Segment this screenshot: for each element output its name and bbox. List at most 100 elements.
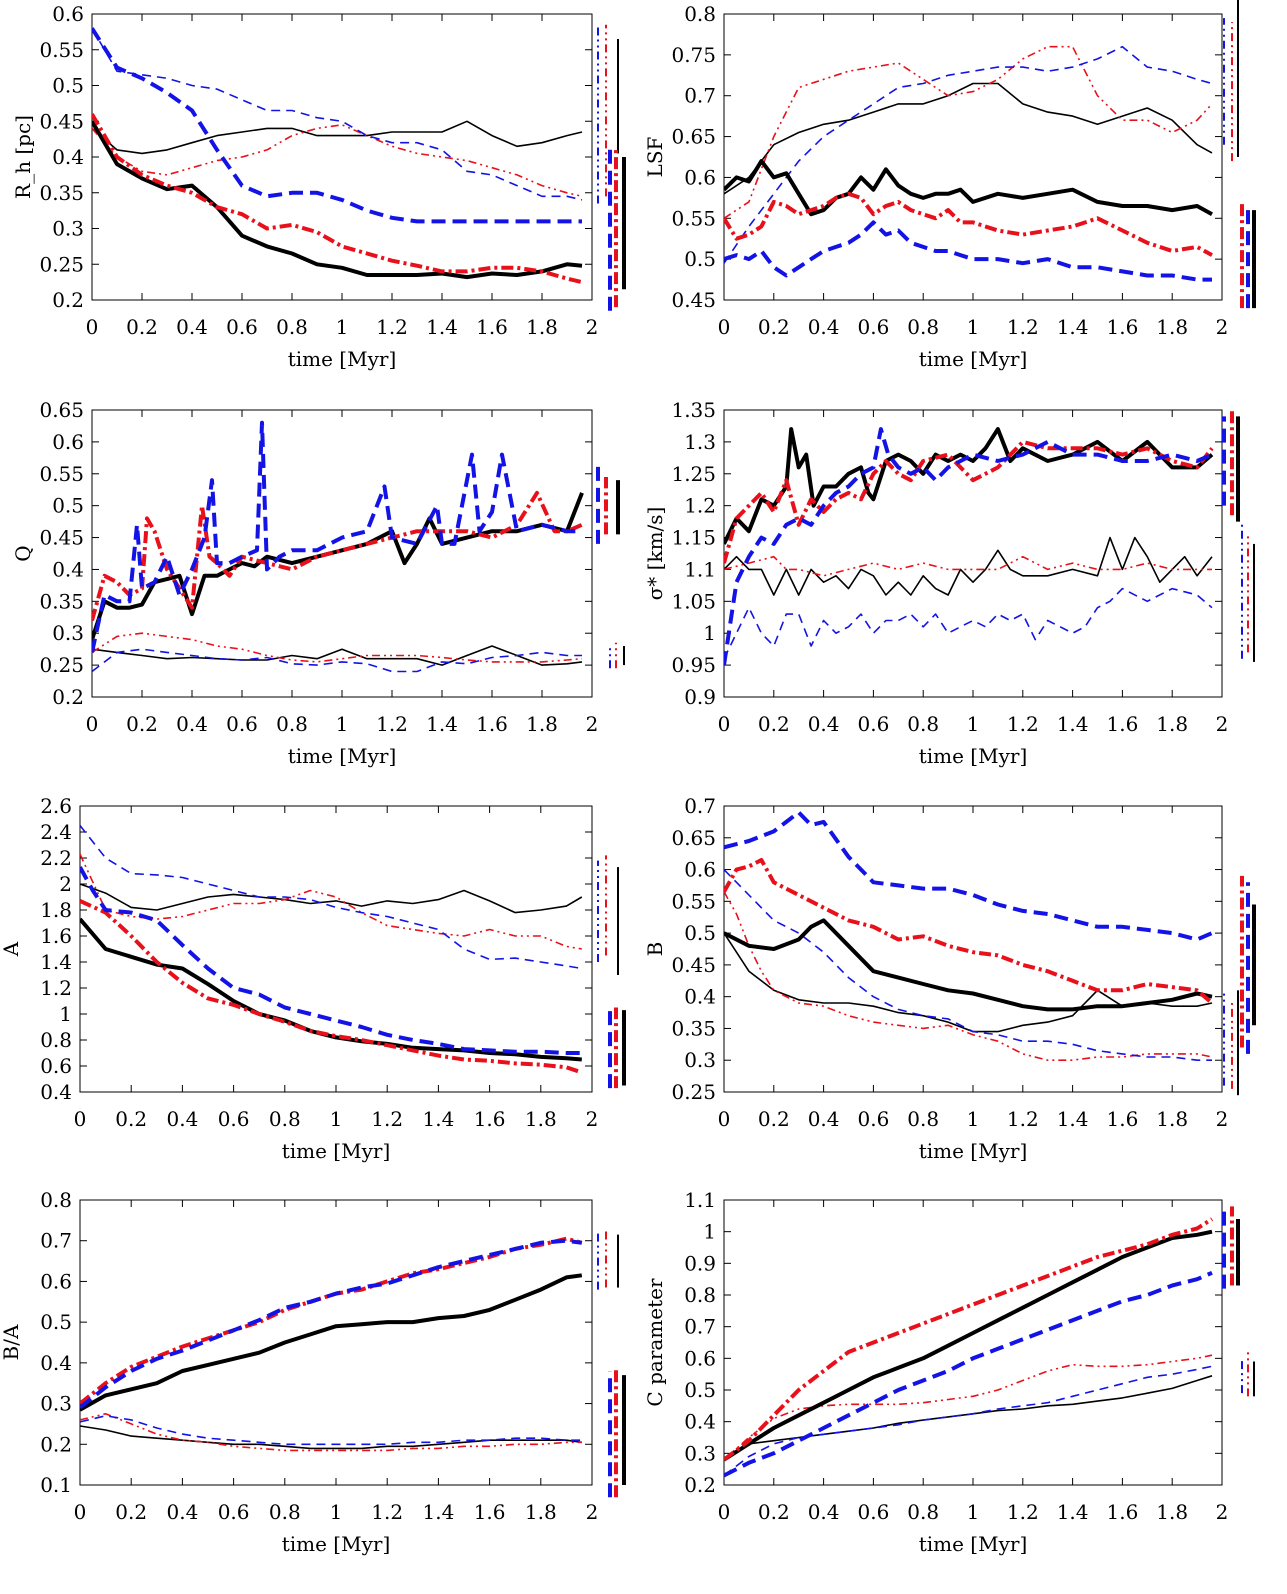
series-line-black-thick [724,1229,1213,1462]
y-tick-label: 0.4 [52,557,84,581]
y-tick-label: 0.7 [684,84,716,108]
x-tick-label: 1.2 [371,1107,403,1131]
series-line-black-thick [92,492,584,641]
series-line-red-thin [80,853,582,950]
panel-2: 0 0.2 0.4 0.6 0.8 1 1.2 1.4 1.6 1.8 2 0.45 0.5 0.55 0.… [643,0,1256,371]
x-tick-label: 2 [586,1500,599,1524]
x-tick-label: 0.6 [857,1107,889,1131]
series-line-red-thick [92,113,583,285]
x-axis-label: time [Myr] [282,1139,391,1163]
series-line-red-thin [92,124,583,198]
y-tick-label: 2.4 [40,820,72,844]
x-tick-label: 1.2 [376,712,408,736]
y-tick-label: 0.9 [684,685,716,709]
x-tick-label: 1.8 [1156,712,1188,736]
x-tick-label: 1 [967,712,980,736]
y-tick-label: 2 [59,872,72,896]
series-line-blue-thick [92,420,582,653]
x-axis-label: time [Myr] [288,347,397,371]
x-tick-label: 1.6 [476,315,508,339]
x-tick-label: 0.8 [907,315,939,339]
panel-1: 0 0.2 0.4 0.6 0.8 1 1.2 1.4 1.6 1.8 20.20.250.30.3… [11,2,626,371]
x-tick-label: 2 [1216,315,1229,339]
x-tick-label: 0 [718,315,731,339]
x-tick-label: 2 [1216,1107,1229,1131]
x-tick-label: 0.2 [115,1107,147,1131]
y-axis-label: A [0,941,23,957]
y-tick-label: 0.6 [684,1346,716,1370]
x-tick-label: 0.8 [907,1500,939,1524]
plot-frame [79,805,593,1093]
y-tick-label: 0.5 [684,247,716,271]
y-tick-label: 0.8 [40,1028,72,1052]
x-tick-label: 1.6 [1106,1107,1138,1131]
x-tick-label: 0 [86,712,99,736]
y-tick-label: 0.25 [671,1080,716,1104]
x-tick-label: 1.8 [526,315,558,339]
y-tick-label: 0.6 [40,1269,72,1293]
series-line-black-thin [80,1425,582,1450]
y-tick-label: 0.35 [39,181,84,205]
x-tick-label: 1.8 [1156,315,1188,339]
plot-frame [91,409,593,698]
x-tick-label: 0.6 [226,315,258,339]
x-tick-label: 0 [718,1500,731,1524]
series-line-black-thick [80,917,582,1062]
x-tick-label: 1.2 [1007,315,1039,339]
plot-frame [91,13,593,301]
x-tick-label: 0.6 [218,1500,250,1524]
y-axis-label: B/A [0,1324,23,1360]
x-tick-label: 1.6 [474,1107,506,1131]
series-line-blue-thick [92,27,582,224]
x-tick-label: 1 [336,315,349,339]
x-tick-label: 0 [86,315,99,339]
y-tick-label: 1.1 [684,1188,716,1212]
series-line-black-thin [724,536,1213,596]
y-tick-label: 0.2 [684,1473,716,1497]
y-tick-label: 1 [59,1002,72,1026]
x-tick-label: 0.6 [857,712,889,736]
x-tick-label: 0.4 [176,712,208,736]
y-tick-label: 0.4 [40,1080,72,1104]
y-tick-label: 0.8 [684,2,716,26]
y-tick-label: 0.5 [684,1378,716,1402]
x-tick-label: 0.4 [808,315,840,339]
y-tick-label: 0.65 [671,826,716,850]
x-tick-label: 1.2 [1007,1107,1039,1131]
x-tick-label: 1 [330,1107,343,1131]
x-tick-label: 1 [336,712,349,736]
x-tick-label: 0.2 [758,315,790,339]
series-line-red-thin [724,891,1213,1061]
series-line-blue-thin [80,1415,582,1446]
y-tick-label: 0.6 [52,2,84,26]
x-axis-label: time [Myr] [288,744,397,768]
series-line-red-thick [724,1217,1214,1462]
y-tick-label: 0.55 [671,206,716,230]
x-axis-label: time [Myr] [919,744,1028,768]
series-line-blue-thin [724,869,1212,1061]
panel-5: 0 0.2 0.4 0.6 0.8 1 1.2 1.4 1.6 1.8 20.40.60.811.2… [0,794,626,1163]
x-tick-label: 1.8 [525,1107,557,1131]
series-line-blue-thin [724,1365,1213,1477]
y-tick-label: 0.75 [671,43,716,67]
series-line-blue-thin [80,825,582,970]
series-line-blue-thin [724,587,1213,660]
y-tick-label: 0.6 [52,430,84,454]
x-tick-label: 1.4 [422,1107,454,1131]
y-tick-label: 0.3 [684,1048,716,1072]
series-line-red-thick [80,899,583,1075]
y-tick-label: 0.7 [684,1315,716,1339]
y-tick-label: 0.3 [40,1392,72,1416]
x-tick-label: 1.6 [1106,1500,1138,1524]
series-line-blue-thin [92,27,583,201]
y-tick-label: 0.6 [40,1054,72,1078]
series-line-blue-thin [724,45,1213,264]
y-tick-label: 0.65 [671,125,716,149]
y-tick-label: 0.5 [52,494,84,518]
series-line-red-thin [724,45,1213,219]
y-axis-label: C parameter [643,1278,667,1407]
y-tick-label: 0.3 [52,621,84,645]
series-line-black-thin [92,120,583,155]
y-tick-label: 1.35 [671,398,716,422]
